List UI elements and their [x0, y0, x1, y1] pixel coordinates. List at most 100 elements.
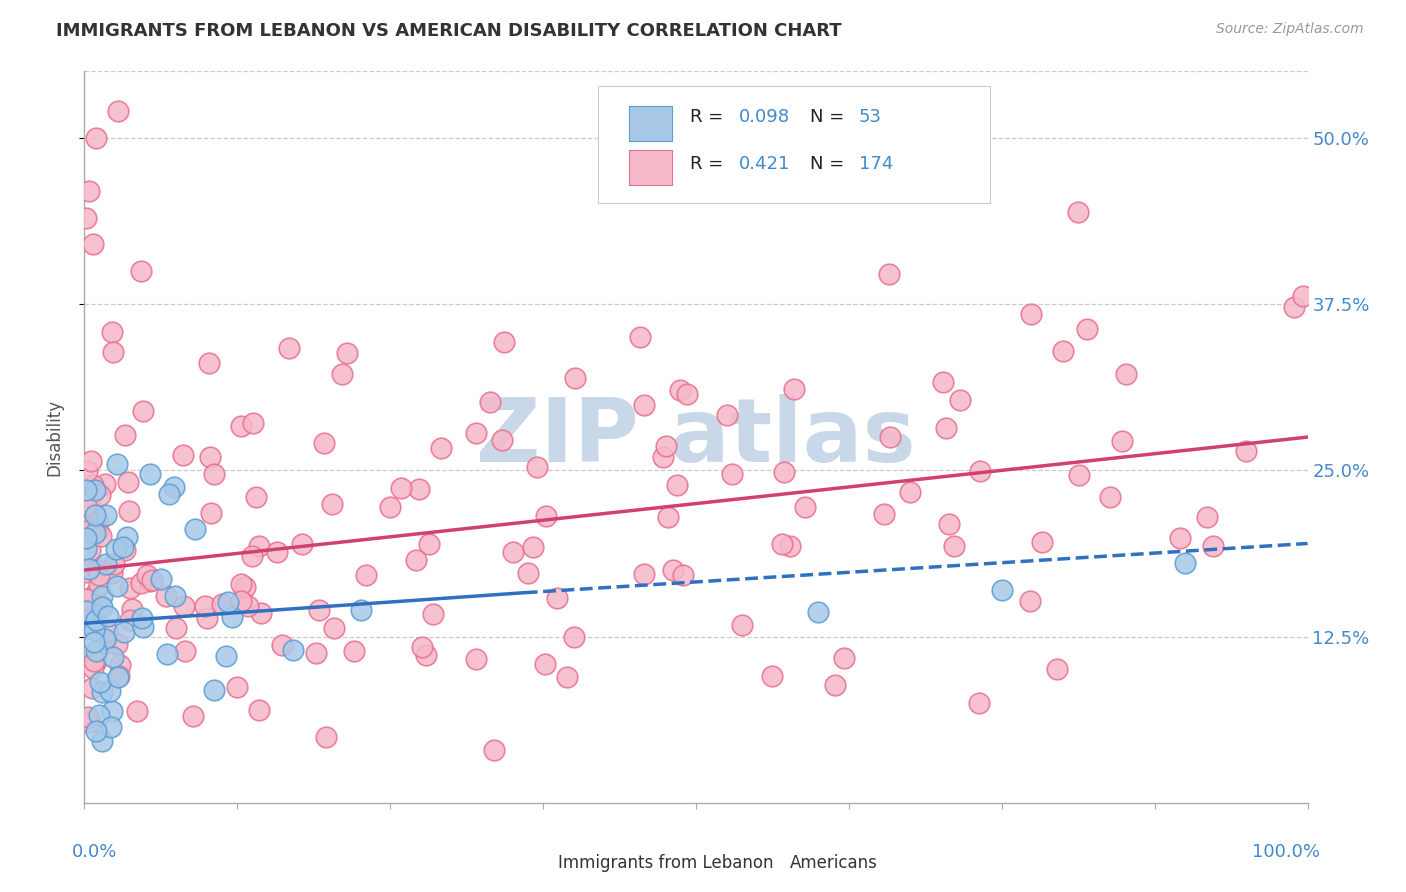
Point: [96, 624, 118, 638]
Point: [721, 467, 744, 482]
Text: 100.0%: 100.0%: [1251, 843, 1320, 861]
Point: [271, 638, 294, 652]
Point: [322, 621, 344, 635]
Point: [83, 618, 105, 632]
Point: [633, 398, 655, 412]
Point: [172, 448, 194, 462]
Point: [76, 614, 98, 628]
Point: [77, 184, 100, 198]
Bar: [628, 150, 672, 185]
Point: [233, 580, 256, 594]
Point: [135, 568, 157, 582]
Point: [1031, 534, 1053, 549]
Point: [516, 566, 538, 581]
Point: [87, 516, 110, 530]
Point: [482, 742, 505, 756]
Point: [129, 264, 152, 278]
Point: [94, 632, 117, 646]
Point: [1019, 594, 1042, 608]
Point: [779, 539, 801, 553]
Point: [117, 475, 139, 490]
Point: [75, 592, 97, 607]
Point: [193, 599, 215, 614]
Point: [502, 545, 524, 559]
Point: [1046, 662, 1069, 676]
Point: [969, 464, 991, 478]
Point: [139, 467, 162, 482]
Point: [1098, 491, 1121, 505]
Point: [108, 669, 131, 683]
Point: [156, 647, 179, 661]
Point: [247, 539, 270, 553]
Point: [214, 648, 236, 663]
Point: [408, 482, 430, 496]
Bar: [628, 106, 672, 141]
Point: [87, 563, 110, 577]
Point: [75, 498, 97, 512]
Point: [415, 648, 437, 662]
Text: 53: 53: [859, 108, 882, 126]
Point: [83, 654, 105, 668]
Point: [546, 591, 568, 606]
Point: [75, 211, 97, 225]
Point: [247, 703, 270, 717]
Point: [240, 549, 263, 563]
Point: [250, 607, 273, 621]
Point: [80, 681, 103, 695]
Point: [94, 508, 117, 522]
Point: [879, 430, 901, 444]
Point: [79, 602, 101, 616]
Point: [305, 646, 328, 660]
Point: [86, 654, 108, 668]
Point: [76, 464, 98, 478]
Text: R =: R =: [690, 155, 728, 173]
Point: [75, 483, 97, 498]
Point: [118, 503, 141, 517]
Point: [465, 652, 488, 666]
Point: [94, 558, 117, 572]
Point: [83, 635, 105, 649]
Point: [935, 421, 957, 435]
Point: [281, 642, 304, 657]
Point: [101, 704, 124, 718]
Point: [75, 527, 97, 541]
Point: [83, 525, 105, 540]
Point: [127, 705, 149, 719]
Point: [1197, 510, 1219, 524]
Point: [411, 640, 433, 654]
Point: [666, 477, 689, 491]
Point: [150, 572, 173, 586]
Point: [321, 497, 343, 511]
Point: [94, 636, 117, 650]
Point: [91, 589, 114, 603]
Point: [90, 600, 112, 615]
Point: [165, 621, 187, 635]
Point: [157, 487, 180, 501]
Point: [112, 624, 135, 639]
Point: [312, 436, 335, 450]
Point: [898, 485, 921, 500]
Point: [105, 579, 128, 593]
Point: [557, 670, 579, 684]
Point: [100, 684, 122, 698]
Point: [163, 480, 186, 494]
Point: [89, 488, 111, 502]
Point: [773, 465, 796, 479]
Point: [108, 658, 131, 673]
Point: [183, 522, 205, 536]
Point: [79, 542, 101, 557]
Text: ZIP atlas: ZIP atlas: [477, 393, 915, 481]
Point: [103, 649, 125, 664]
Point: [1202, 539, 1225, 553]
Point: [198, 356, 221, 370]
Point: [89, 567, 111, 582]
Point: [242, 416, 264, 430]
Text: Americans: Americans: [790, 854, 877, 872]
Point: [651, 450, 673, 465]
Point: [1067, 467, 1090, 482]
Point: [118, 613, 141, 627]
Point: [1076, 322, 1098, 336]
Point: [492, 334, 515, 349]
Point: [824, 678, 846, 692]
Point: [115, 530, 138, 544]
